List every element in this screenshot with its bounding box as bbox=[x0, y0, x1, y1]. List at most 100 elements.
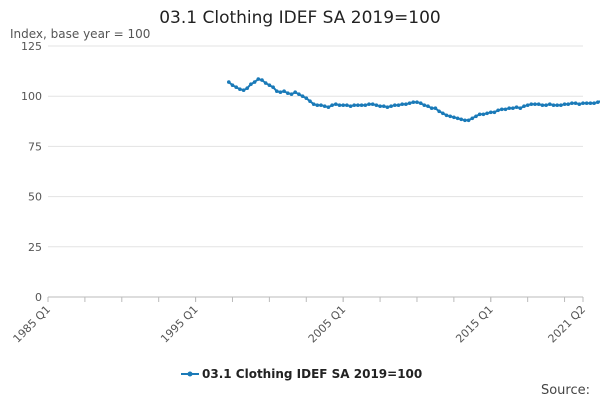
data-point[interactable] bbox=[459, 117, 464, 122]
data-point[interactable] bbox=[286, 91, 290, 95]
data-point[interactable] bbox=[393, 103, 397, 107]
data-point[interactable] bbox=[407, 101, 412, 105]
data-point[interactable] bbox=[426, 104, 430, 108]
data-point[interactable] bbox=[437, 109, 441, 114]
data-point[interactable] bbox=[385, 105, 390, 109]
data-point[interactable] bbox=[341, 103, 346, 107]
data-point[interactable] bbox=[418, 101, 423, 105]
data-point[interactable] bbox=[470, 116, 475, 121]
data-point[interactable] bbox=[400, 102, 405, 106]
data-point[interactable] bbox=[485, 111, 489, 116]
data-point[interactable] bbox=[319, 103, 323, 107]
data-point[interactable] bbox=[334, 102, 338, 106]
data-point[interactable] bbox=[330, 103, 334, 107]
data-point[interactable] bbox=[433, 106, 438, 110]
data-point[interactable] bbox=[529, 102, 534, 106]
data-point[interactable] bbox=[429, 106, 434, 110]
data-point[interactable] bbox=[322, 104, 327, 108]
data-point[interactable] bbox=[241, 88, 246, 92]
data-point[interactable] bbox=[441, 111, 445, 116]
data-point[interactable] bbox=[507, 106, 512, 110]
data-point[interactable] bbox=[289, 92, 294, 96]
data-point[interactable] bbox=[263, 81, 268, 85]
data-point[interactable] bbox=[382, 104, 386, 108]
data-point[interactable] bbox=[533, 102, 537, 106]
data-point[interactable] bbox=[293, 90, 298, 94]
data-point[interactable] bbox=[311, 102, 316, 106]
data-point[interactable] bbox=[337, 103, 342, 107]
data-point[interactable] bbox=[584, 101, 589, 105]
data-point[interactable] bbox=[363, 103, 368, 107]
data-point[interactable] bbox=[271, 85, 275, 89]
data-point[interactable] bbox=[463, 118, 467, 123]
data-point[interactable] bbox=[548, 102, 552, 106]
data-point[interactable] bbox=[252, 80, 257, 84]
data-point[interactable] bbox=[481, 112, 486, 117]
data-point[interactable] bbox=[540, 103, 545, 107]
data-point[interactable] bbox=[536, 102, 541, 106]
data-point[interactable] bbox=[489, 110, 493, 115]
data-point[interactable] bbox=[345, 103, 349, 107]
data-point[interactable] bbox=[374, 103, 379, 107]
data-point[interactable] bbox=[378, 104, 382, 108]
data-point[interactable] bbox=[592, 101, 596, 105]
data-point[interactable] bbox=[577, 102, 582, 106]
data-point[interactable] bbox=[477, 112, 482, 117]
data-point[interactable] bbox=[396, 103, 401, 107]
data-point[interactable] bbox=[551, 103, 556, 107]
data-point[interactable] bbox=[249, 82, 253, 86]
data-point[interactable] bbox=[348, 104, 353, 108]
data-point[interactable] bbox=[514, 105, 519, 109]
data-point[interactable] bbox=[326, 105, 331, 109]
data-point[interactable] bbox=[315, 103, 320, 107]
legend[interactable]: 03.1 Clothing IDEF SA 2019=100 bbox=[181, 367, 422, 381]
data-point[interactable] bbox=[544, 103, 548, 107]
data-point[interactable] bbox=[297, 92, 301, 96]
data-point[interactable] bbox=[573, 101, 578, 105]
data-point[interactable] bbox=[308, 99, 312, 103]
data-point[interactable] bbox=[596, 100, 600, 104]
data-point[interactable] bbox=[511, 106, 515, 110]
data-point[interactable] bbox=[389, 104, 393, 108]
data-point[interactable] bbox=[452, 115, 456, 120]
data-point[interactable] bbox=[275, 89, 279, 93]
data-point[interactable] bbox=[411, 100, 416, 104]
data-point[interactable] bbox=[503, 107, 508, 112]
data-point[interactable] bbox=[367, 102, 371, 106]
data-point[interactable] bbox=[234, 85, 238, 89]
data-point[interactable] bbox=[304, 96, 309, 100]
data-point[interactable] bbox=[415, 100, 419, 104]
data-point[interactable] bbox=[522, 104, 526, 108]
data-point[interactable] bbox=[492, 110, 497, 115]
data-point[interactable] bbox=[260, 78, 264, 82]
data-point[interactable] bbox=[404, 102, 408, 106]
data-point[interactable] bbox=[518, 106, 523, 110]
data-point[interactable] bbox=[230, 83, 235, 87]
data-point[interactable] bbox=[422, 103, 427, 107]
data-point[interactable] bbox=[555, 103, 559, 107]
data-point[interactable] bbox=[496, 108, 500, 113]
data-point[interactable] bbox=[581, 101, 585, 105]
data-point[interactable] bbox=[444, 113, 449, 118]
data-point[interactable] bbox=[570, 101, 574, 105]
data-point[interactable] bbox=[500, 107, 504, 112]
data-point[interactable] bbox=[525, 103, 530, 107]
data-point[interactable] bbox=[588, 101, 593, 105]
data-point[interactable] bbox=[238, 87, 242, 91]
data-point[interactable] bbox=[356, 103, 360, 107]
data-point[interactable] bbox=[352, 103, 357, 107]
data-point[interactable] bbox=[370, 102, 375, 106]
data-point[interactable] bbox=[466, 118, 471, 123]
data-point[interactable] bbox=[245, 86, 249, 90]
data-point[interactable] bbox=[559, 103, 563, 107]
data-point[interactable] bbox=[300, 94, 305, 98]
data-point[interactable] bbox=[562, 102, 567, 106]
data-point[interactable] bbox=[256, 77, 261, 81]
data-point[interactable] bbox=[359, 103, 364, 107]
data-point[interactable] bbox=[455, 116, 460, 121]
data-point[interactable] bbox=[282, 89, 286, 93]
data-point[interactable] bbox=[474, 114, 478, 119]
data-point[interactable] bbox=[278, 90, 283, 94]
data-point[interactable] bbox=[227, 80, 231, 84]
data-point[interactable] bbox=[448, 114, 453, 119]
